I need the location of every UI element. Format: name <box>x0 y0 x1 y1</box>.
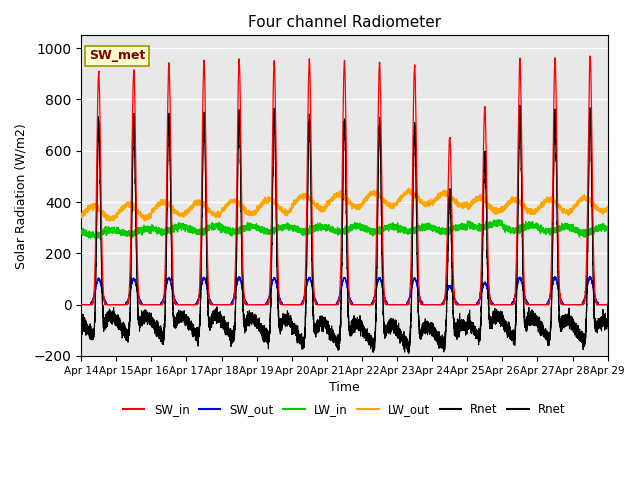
SW_out <box>586 274 594 279</box>
Rnet <box>582 335 589 341</box>
Rnet <box>256 323 264 329</box>
SW_out <box>582 293 589 299</box>
Rnet <box>575 336 583 342</box>
SW_in <box>462 302 470 308</box>
LW_in <box>462 224 470 229</box>
Rnet <box>462 324 470 330</box>
Rnet <box>477 314 484 320</box>
SW_out <box>462 302 470 308</box>
Rnet <box>326 332 334 338</box>
Rnet <box>77 312 85 318</box>
LW_in <box>604 302 612 308</box>
LW_in <box>256 227 264 232</box>
Line: Rnet: Rnet <box>81 105 608 353</box>
Rnet <box>575 337 583 343</box>
SW_in <box>604 302 612 308</box>
Rnet <box>326 330 334 336</box>
SW_in <box>477 278 484 284</box>
LW_in <box>477 227 484 233</box>
SW_in <box>256 302 264 308</box>
SW_out <box>575 302 583 308</box>
SW_in <box>326 302 334 308</box>
LW_in <box>77 229 85 235</box>
SW_out <box>326 302 334 308</box>
SW_out <box>477 292 484 298</box>
Rnet <box>77 317 85 323</box>
Rnet <box>477 318 484 324</box>
Text: SW_met: SW_met <box>89 49 145 62</box>
SW_out <box>256 302 264 308</box>
Legend: SW_in, SW_out, LW_in, LW_out, Rnet, Rnet: SW_in, SW_out, LW_in, LW_out, Rnet, Rnet <box>118 398 570 420</box>
Line: Rnet: Rnet <box>81 110 608 351</box>
SW_out <box>77 302 85 308</box>
SW_in <box>586 53 594 59</box>
Rnet <box>369 348 377 354</box>
SW_in <box>582 288 589 294</box>
Rnet <box>582 330 589 336</box>
LW_in <box>495 217 503 223</box>
Rnet <box>604 303 612 309</box>
Y-axis label: Solar Radiation (W/m2): Solar Radiation (W/m2) <box>15 123 28 268</box>
LW_in <box>582 227 589 233</box>
LW_out <box>582 198 589 204</box>
LW_out <box>575 200 583 206</box>
Rnet <box>256 324 264 330</box>
LW_out <box>256 203 264 209</box>
Rnet <box>516 108 524 113</box>
LW_out <box>477 195 484 201</box>
SW_in <box>77 302 85 308</box>
Rnet <box>462 323 470 328</box>
Line: SW_out: SW_out <box>81 276 608 305</box>
SW_in <box>575 302 583 308</box>
LW_in <box>326 227 334 233</box>
Line: LW_out: LW_out <box>81 188 608 305</box>
Line: LW_in: LW_in <box>81 220 608 305</box>
X-axis label: Time: Time <box>329 381 360 394</box>
Title: Four channel Radiometer: Four channel Radiometer <box>248 15 441 30</box>
LW_out <box>77 213 85 219</box>
LW_out <box>404 185 412 191</box>
LW_in <box>575 230 583 236</box>
Rnet <box>404 350 412 356</box>
LW_out <box>604 302 612 308</box>
Rnet <box>516 102 524 108</box>
Line: SW_in: SW_in <box>81 56 608 305</box>
Rnet <box>604 301 612 307</box>
SW_out <box>604 302 612 308</box>
LW_out <box>462 204 470 210</box>
LW_out <box>326 199 334 204</box>
